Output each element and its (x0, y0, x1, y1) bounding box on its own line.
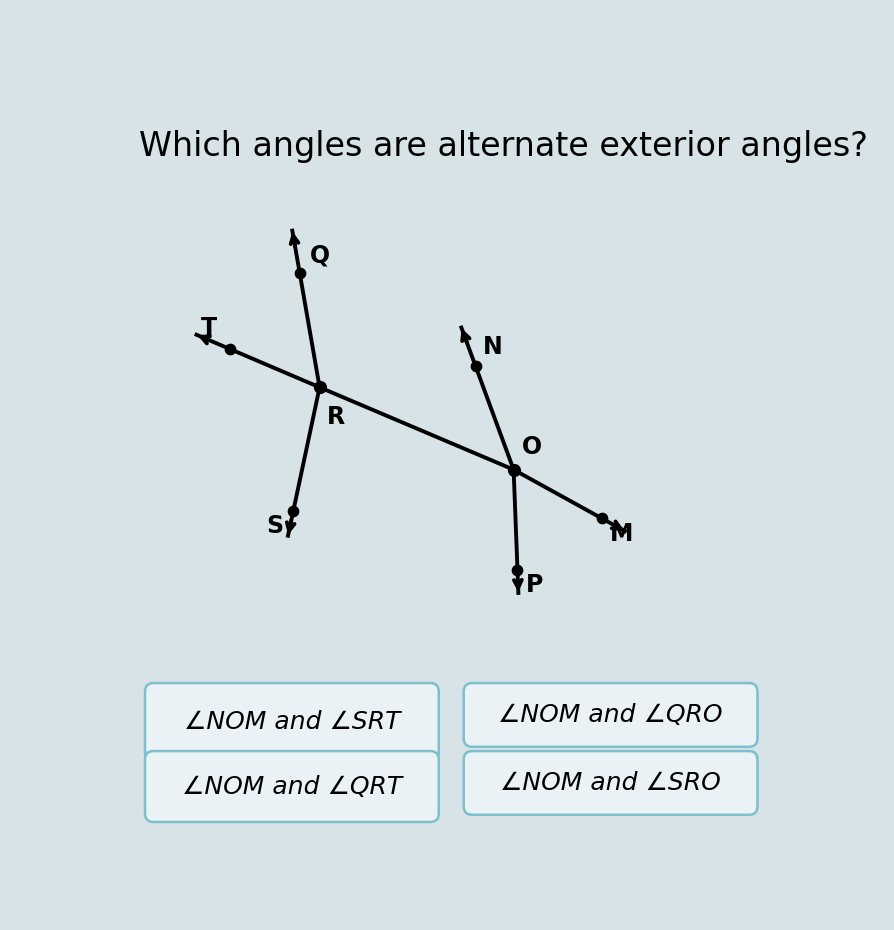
Point (223, 341, 237, 356)
Text: Q: Q (310, 244, 330, 268)
Point (468, 359, 483, 374)
Text: N: N (483, 335, 502, 359)
Point (313, 379, 327, 394)
Text: R: R (326, 405, 345, 430)
Point (292, 266, 307, 281)
Text: T: T (201, 316, 217, 340)
Text: ∠NOM and ∠QRT: ∠NOM and ∠QRT (181, 775, 402, 799)
Point (506, 462, 520, 477)
FancyBboxPatch shape (145, 683, 439, 761)
Text: ∠NOM and ∠SRT: ∠NOM and ∠SRT (183, 711, 401, 734)
Point (286, 503, 300, 518)
Text: P: P (526, 574, 544, 597)
FancyBboxPatch shape (464, 683, 757, 747)
Point (510, 563, 525, 578)
Text: ∠NOM and ∠QRO: ∠NOM and ∠QRO (498, 703, 723, 727)
FancyBboxPatch shape (145, 751, 439, 822)
Text: O: O (522, 435, 542, 458)
Text: ∠NOM and ∠SRO: ∠NOM and ∠SRO (501, 771, 721, 795)
Point (595, 511, 609, 525)
Text: M: M (610, 522, 634, 546)
FancyBboxPatch shape (464, 751, 757, 815)
Text: S: S (266, 514, 283, 538)
Text: Which angles are alternate exterior angles?: Which angles are alternate exterior angl… (139, 129, 868, 163)
